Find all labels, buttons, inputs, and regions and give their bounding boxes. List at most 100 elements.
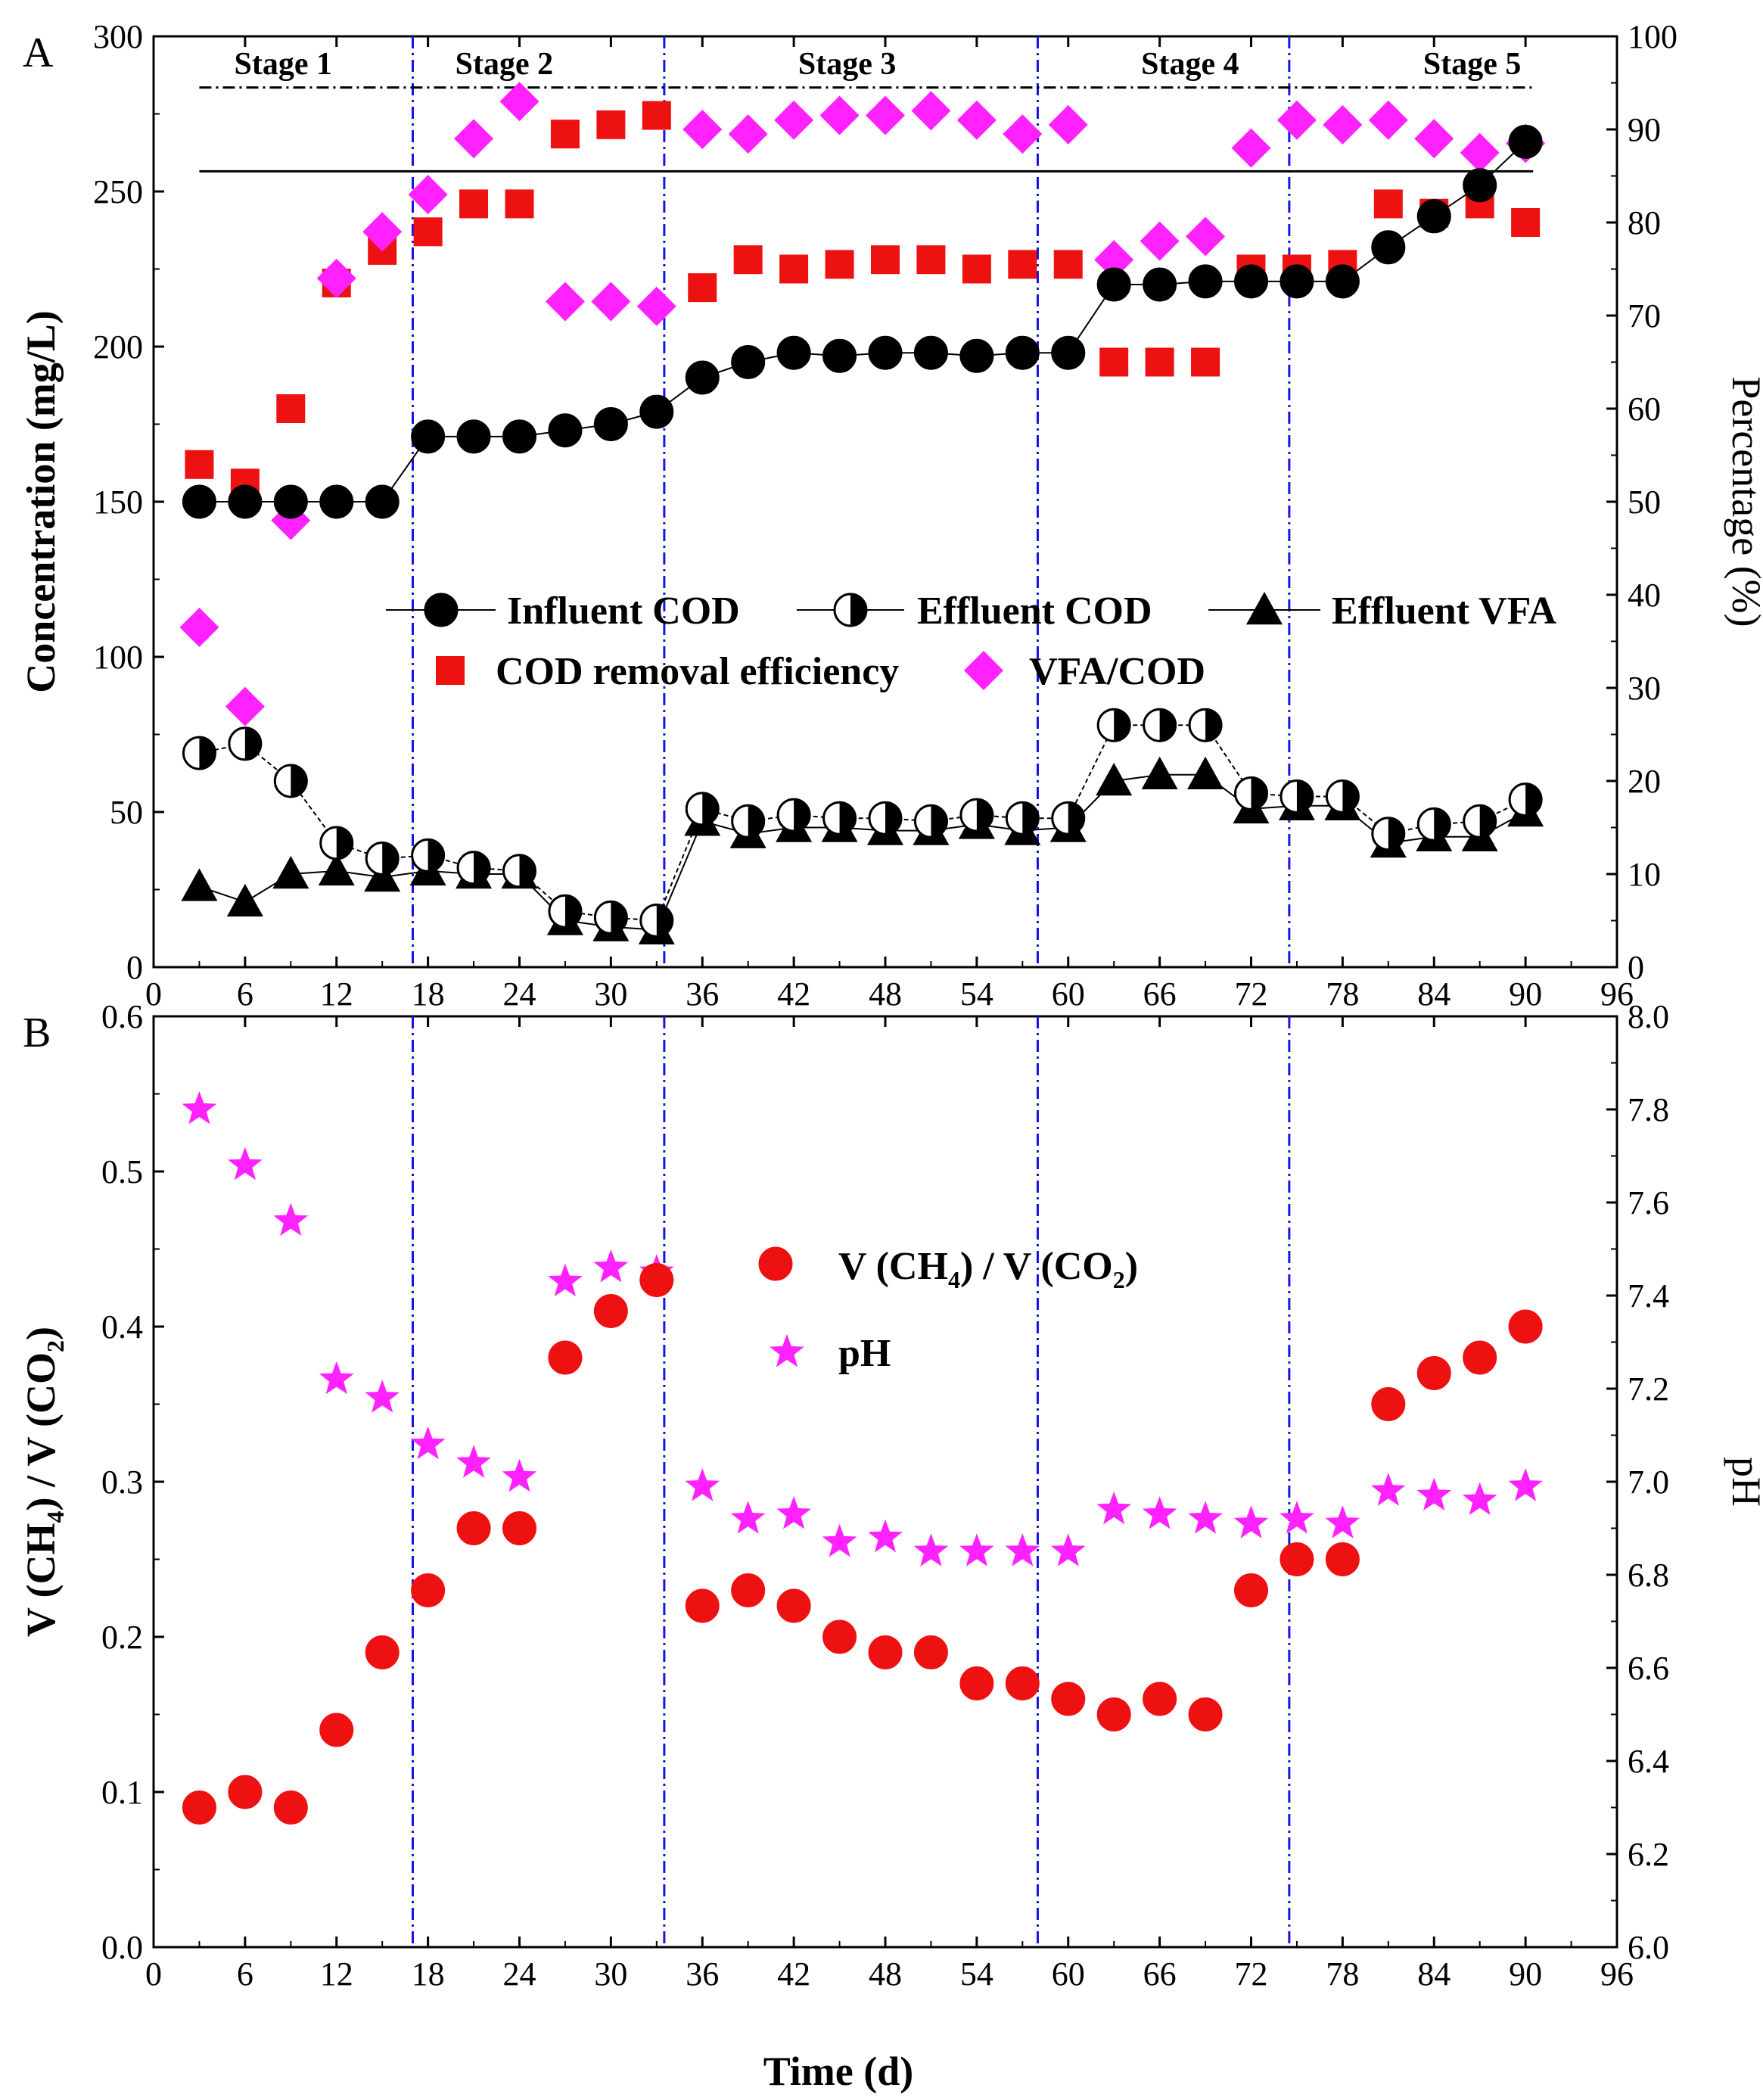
y-tick-label: 0.0 (101, 1929, 143, 1966)
cod-removal-point (733, 245, 763, 275)
vfa-cod-point (1368, 100, 1408, 140)
ph-point (730, 1501, 766, 1534)
marker-fill (291, 765, 307, 797)
legend-ph-marker (770, 1334, 804, 1367)
effluent-vfa-point (318, 852, 355, 886)
ph-point (685, 1468, 720, 1501)
stage-label: Stage 5 (1423, 47, 1522, 82)
ratio-point (182, 1790, 216, 1825)
ratio-point (502, 1511, 536, 1545)
ph-point (1005, 1533, 1040, 1566)
y-tick-label: 0.5 (101, 1153, 143, 1190)
influent-cod-point (1005, 335, 1040, 370)
ph-point (868, 1519, 903, 1553)
cod-removal-point (871, 245, 900, 275)
x-tick-label: 54 (960, 975, 993, 1013)
ph-point (548, 1263, 583, 1296)
ratio-point (1279, 1542, 1314, 1576)
x-tick-label: 36 (686, 975, 719, 1013)
y2-tick-label: 7.4 (1628, 1277, 1669, 1314)
marker-fill (1022, 802, 1039, 835)
x-tick-label: 12 (320, 975, 353, 1013)
panel-letter: B (23, 1010, 51, 1056)
influent-cod-point (868, 335, 903, 370)
ratio-point (913, 1635, 948, 1669)
x-tick-label: 96 (1600, 975, 1634, 1013)
x-tick-label: 18 (412, 975, 445, 1013)
y2-tick-label: 60 (1628, 390, 1661, 428)
legend-effluent-cod-marker (833, 593, 868, 627)
panel-a: 0 6 12 18 24 30 36 42 48 54 60 66 72 78 84 90 9605010015… (18, 18, 1763, 1013)
x-tick-label: 54 (960, 1955, 993, 1993)
cod-removal-point (916, 245, 946, 275)
effluent-cod-point (1371, 817, 1406, 851)
x-tick-label: 66 (1143, 1955, 1177, 1993)
ratio-point (411, 1573, 446, 1607)
y-tick-label: 100 (93, 639, 143, 676)
ratio-point (959, 1666, 994, 1700)
effluent-vfa-point (1141, 756, 1178, 789)
marker-fill (976, 799, 993, 832)
marker-fill (1296, 780, 1313, 813)
x-tick-label: 24 (503, 1955, 536, 1993)
legend-vfa-cod-marker (964, 651, 1003, 690)
y2-tick-label: 7.8 (1628, 1091, 1669, 1128)
influent-cod-point (959, 338, 994, 373)
ratio-point (593, 1294, 628, 1328)
y2-tick-label: 6.2 (1628, 1836, 1669, 1873)
y2-tick-label: 6.0 (1628, 1929, 1669, 1966)
y2-tick-label: 6.4 (1628, 1743, 1669, 1780)
x-tick-label: 12 (320, 1955, 353, 1993)
legend-removal-label: COD removal efficiency (496, 650, 899, 693)
stage-label: Stage 4 (1141, 47, 1239, 82)
cod-removal-point (1145, 347, 1174, 377)
marker-fill (199, 737, 216, 770)
cod-removal-point (1053, 250, 1083, 279)
x-tick-label: 36 (686, 1955, 719, 1993)
x-tick-label: 30 (594, 1955, 627, 1993)
y-tick-label: 0 (126, 949, 143, 986)
ph-point (1096, 1491, 1131, 1525)
effluent-cod-point (639, 904, 674, 938)
ratio-point (1508, 1309, 1543, 1344)
marker-fill (1159, 709, 1176, 742)
marker-fill (656, 904, 673, 937)
vfa-cod-point (1460, 132, 1500, 173)
ratio-point (1371, 1387, 1406, 1421)
effluent-vfa-point (181, 868, 218, 901)
ph-point (365, 1380, 400, 1413)
marker-fill (474, 851, 490, 884)
y2-tick-label: 7.6 (1628, 1184, 1669, 1221)
effluent-cod-point (776, 798, 811, 832)
vfa-cod-point (1231, 128, 1271, 168)
ratio-point (639, 1263, 674, 1297)
ph-point (959, 1533, 994, 1566)
panel-letter: A (23, 30, 54, 76)
vfa-cod-point (1186, 216, 1226, 257)
vfa-cod-point (1094, 240, 1134, 280)
y2-tick-label: 6.6 (1628, 1650, 1669, 1687)
effluent-vfa-point (272, 856, 309, 889)
marker-fill (1114, 709, 1130, 742)
x-tick-label: 6 (237, 975, 253, 1013)
vfa-cod-point (1414, 119, 1454, 159)
effluent-cod-point (1279, 779, 1314, 814)
x-tick-label: 90 (1509, 975, 1542, 1013)
influent-cod-point (1188, 264, 1223, 299)
ph-point (593, 1249, 629, 1283)
effluent-vfa-point (226, 883, 263, 917)
ph-point (410, 1426, 446, 1460)
x-tick-label: 48 (869, 1955, 902, 1993)
stage-label: Stage 1 (234, 47, 332, 82)
effluent-vfa-point (1187, 756, 1224, 789)
effluent-cod-point (1234, 776, 1268, 810)
ph-point (1416, 1477, 1452, 1510)
cod-removal-point (1099, 347, 1129, 377)
effluent-cod-point (273, 764, 308, 798)
x-tick-label: 60 (1052, 1955, 1085, 1993)
vfa-cod-point (1276, 100, 1317, 140)
effluent-cod-point (1005, 801, 1040, 835)
y-tick-label: 0.3 (101, 1464, 143, 1501)
y2-tick-label: 7.2 (1628, 1370, 1669, 1408)
y2-tick-label: 80 (1628, 204, 1661, 241)
